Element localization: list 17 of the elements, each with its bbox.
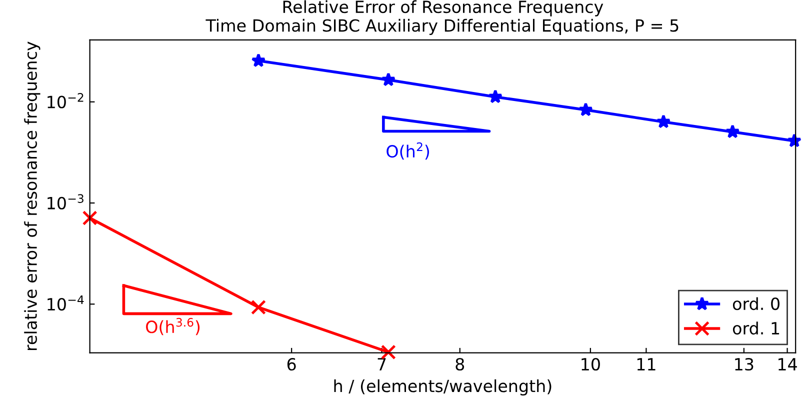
x-tick-label: 7 <box>378 358 386 370</box>
x-tick-label: 14 <box>778 358 797 370</box>
legend-label: ord. 0 <box>732 297 780 310</box>
chart-title: Relative Error of Resonance Frequency Time Domain SIBC Auxiliary Differential Equations, P = 5 <box>206 0 678 36</box>
x-axis-title: h / (elements/wavelength) <box>334 379 552 396</box>
x-tick-label: 11 <box>637 358 656 370</box>
y-tick-label: 10$^{−2}$ <box>48 93 84 108</box>
annotation: O(h$^{2}$) <box>386 142 429 160</box>
annotation: O(h$^{3.6}$) <box>146 318 200 336</box>
x-tick-label: 10 <box>582 358 600 371</box>
x-tick-label: 13 <box>735 358 754 371</box>
y-axis-title: relative error of resonance frequency <box>24 42 40 350</box>
y-tick-label: 10$^{−3}$ <box>48 194 84 210</box>
x-tick-label: 8 <box>456 358 464 371</box>
y-tick-label: 10$^{−4}$ <box>48 295 84 311</box>
x-tick-label: 6 <box>287 358 296 371</box>
legend-label: ord. 1 <box>732 322 780 335</box>
